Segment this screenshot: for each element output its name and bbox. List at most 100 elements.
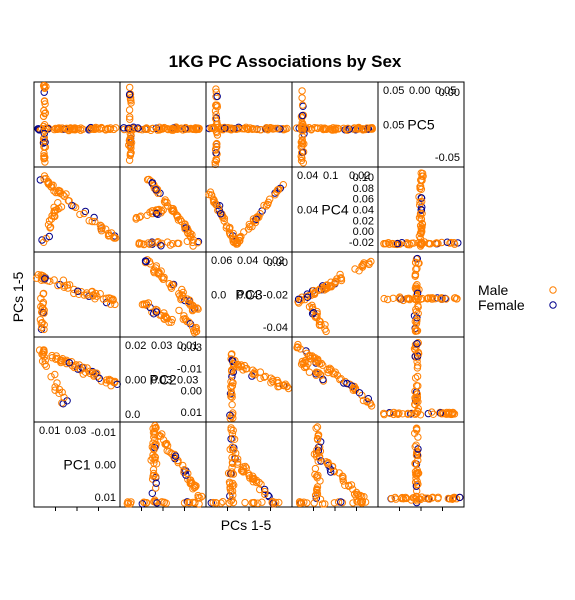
- point-male: [342, 125, 351, 133]
- point-male: [261, 487, 269, 496]
- point-male: [160, 273, 168, 282]
- panel-r4-c1: [119, 421, 207, 508]
- point-male: [311, 312, 319, 320]
- point-male: [102, 225, 110, 233]
- point-male: [183, 237, 192, 246]
- point-female: [95, 374, 103, 382]
- point-female: [171, 452, 180, 460]
- point-male: [55, 124, 63, 132]
- point-female: [294, 295, 303, 303]
- panel-r4-c4: [377, 421, 465, 508]
- point-male: [80, 209, 88, 218]
- point-male: [299, 159, 307, 167]
- tick-label: 0.01: [39, 425, 60, 437]
- point-female: [414, 445, 422, 453]
- point-male: [255, 478, 263, 487]
- point-male: [416, 209, 425, 218]
- point-male: [60, 393, 68, 402]
- point-male: [53, 379, 61, 387]
- point-male: [324, 458, 332, 467]
- point-male: [233, 360, 241, 369]
- point-male: [415, 495, 424, 503]
- point-male: [51, 370, 59, 379]
- point-female: [213, 92, 221, 101]
- point-male: [105, 294, 113, 302]
- point-male: [308, 301, 316, 309]
- point-male: [349, 386, 357, 394]
- point-male: [297, 296, 306, 304]
- point-male: [151, 453, 159, 461]
- point-male: [232, 125, 241, 133]
- point-male: [315, 454, 324, 462]
- point-female: [125, 90, 134, 99]
- point-male: [318, 500, 327, 508]
- point-male: [41, 158, 49, 166]
- tick-label: 0.05: [435, 85, 456, 97]
- panel-r3-c2: [205, 336, 293, 423]
- point-male: [109, 295, 117, 303]
- point-male: [231, 356, 239, 365]
- point-male: [148, 239, 156, 247]
- point-male: [173, 212, 181, 220]
- point-male: [380, 409, 388, 418]
- point-male: [40, 134, 48, 142]
- point-male: [411, 341, 420, 349]
- point-male: [40, 276, 48, 284]
- point-male: [411, 327, 420, 335]
- point-male: [60, 282, 69, 290]
- point-male: [138, 300, 147, 309]
- point-male: [450, 493, 458, 502]
- point-male: [254, 499, 262, 507]
- point-male: [39, 112, 48, 121]
- point-male: [127, 144, 135, 152]
- point-female: [385, 409, 394, 417]
- point-male: [188, 478, 196, 487]
- point-male: [226, 483, 234, 492]
- point-male: [428, 494, 436, 502]
- panel-r2-c0: [32, 251, 121, 338]
- point-male: [387, 494, 396, 503]
- point-male: [248, 499, 256, 507]
- point-male: [39, 238, 48, 247]
- point-female: [141, 257, 150, 265]
- point-female: [345, 125, 353, 133]
- point-female: [456, 493, 464, 502]
- point-male: [327, 282, 335, 290]
- point-male: [194, 125, 203, 133]
- point-male: [298, 126, 306, 135]
- point-male: [62, 190, 70, 198]
- panel-frame: [291, 336, 379, 423]
- point-male: [229, 498, 238, 507]
- tick-label: 0.01: [181, 407, 202, 419]
- point-female: [252, 215, 260, 224]
- point-male: [413, 265, 421, 273]
- point-male: [69, 125, 78, 133]
- point-male: [264, 198, 273, 207]
- point-male: [209, 498, 217, 507]
- point-male: [228, 401, 236, 409]
- point-female: [157, 242, 165, 250]
- tick-label: 0.04: [297, 170, 318, 182]
- point-male: [418, 220, 427, 228]
- point-female: [229, 368, 238, 376]
- point-male: [70, 285, 78, 294]
- point-male: [188, 230, 196, 239]
- point-male: [320, 286, 329, 294]
- point-male: [127, 99, 135, 107]
- point-male: [331, 277, 340, 285]
- point-male: [140, 498, 148, 506]
- point-male: [58, 388, 66, 396]
- point-male: [418, 176, 426, 184]
- point-male: [40, 97, 49, 106]
- point-female: [319, 375, 327, 384]
- point-male: [68, 125, 77, 134]
- point-female: [74, 365, 82, 373]
- point-male: [298, 94, 306, 102]
- point-male: [222, 224, 231, 232]
- point-male: [75, 361, 84, 369]
- point-male: [329, 124, 337, 132]
- point-male: [313, 310, 321, 318]
- panel-r1-c2: [205, 166, 293, 253]
- point-male: [411, 410, 419, 418]
- point-male: [229, 470, 238, 478]
